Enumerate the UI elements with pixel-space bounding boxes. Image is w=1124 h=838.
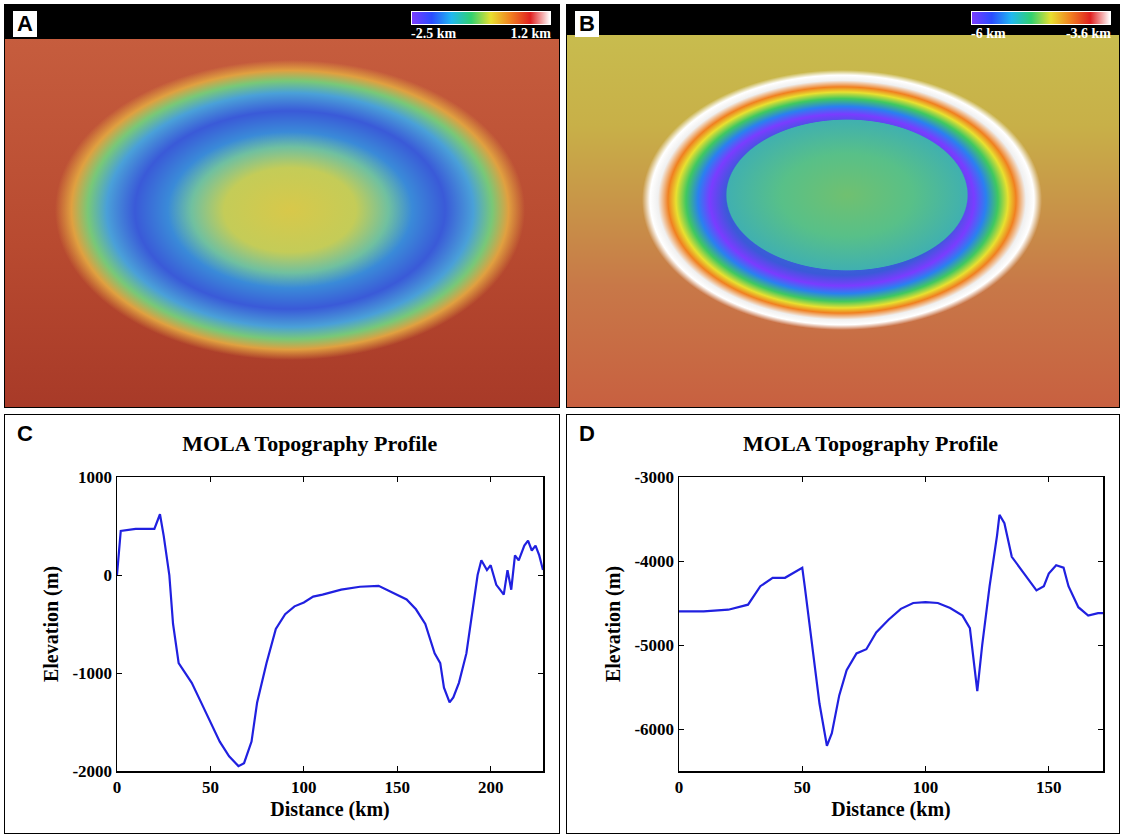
svg-text:-2000: -2000	[72, 762, 112, 781]
svg-text:200: 200	[478, 778, 504, 797]
html-text:-2.5 km: -2.5 km	[411, 26, 457, 41]
html-text:B: B	[579, 11, 595, 36]
svg-text:-3000: -3000	[634, 468, 674, 487]
html-text:1.2 km: 1.2 km	[510, 26, 551, 41]
svg-text:MOLA Topography Profile: MOLA Topography Profile	[743, 431, 998, 456]
svg-text:-6000: -6000	[634, 720, 674, 739]
svg-text:50: 50	[202, 778, 219, 797]
svg-text:0: 0	[104, 566, 113, 585]
html-text:D: D	[579, 421, 595, 446]
html-text:-3.6 km: -3.6 km	[1065, 26, 1111, 41]
svg-text:1000: 1000	[78, 468, 112, 487]
svg-text:50: 50	[794, 778, 811, 797]
svg-text:Distance (km): Distance (km)	[831, 798, 950, 821]
svg-text:-5000: -5000	[634, 636, 674, 655]
svg-text:Elevation (m): Elevation (m)	[40, 566, 63, 682]
svg-text:-1000: -1000	[72, 664, 112, 683]
svg-text:0: 0	[675, 778, 684, 797]
svg-text:Elevation (m): Elevation (m)	[602, 566, 625, 682]
svg-text:-4000: -4000	[634, 552, 674, 571]
html-text:-6 km: -6 km	[971, 26, 1006, 41]
svg-text:150: 150	[385, 778, 411, 797]
svg-text:150: 150	[1036, 778, 1062, 797]
svg-text:100: 100	[291, 778, 317, 797]
svg-text:0: 0	[113, 778, 122, 797]
svg-text:Distance (km): Distance (km)	[270, 798, 389, 821]
svg-text:MOLA Topography Profile: MOLA Topography Profile	[182, 431, 437, 456]
html-text:A: A	[17, 11, 33, 36]
svg-text:100: 100	[913, 778, 939, 797]
html-text:C: C	[17, 421, 33, 446]
